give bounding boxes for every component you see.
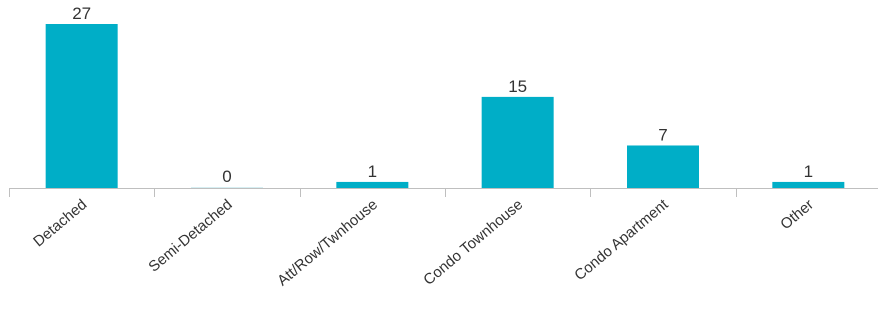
x-tick-label: Att/Row/Twnhouse <box>274 196 381 289</box>
bar-other <box>772 181 845 188</box>
data-label: 1 <box>804 162 813 181</box>
data-label: 0 <box>222 167 231 186</box>
bar-condo-apartment <box>627 145 699 188</box>
x-axis-ticks <box>9 188 737 197</box>
data-label: 7 <box>658 125 667 144</box>
x-tick-label: Detached <box>30 196 90 250</box>
bar-detached <box>45 24 118 188</box>
bar-condo-townhouse <box>481 96 554 188</box>
bar-semi-detached <box>191 187 263 188</box>
data-label: 27 <box>72 4 91 23</box>
x-tick-label: Semi-Detached <box>145 196 235 275</box>
x-tick-label: Other <box>777 196 817 233</box>
x-tick-label: Condo Townhouse <box>420 196 526 289</box>
data-label: 15 <box>508 77 527 96</box>
x-tick-label: Condo Apartment <box>571 196 672 285</box>
x-tick-labels-group: Detached Semi-Detached Att/Row/Twnhouse Con… <box>30 196 817 290</box>
data-label: 1 <box>368 162 377 181</box>
data-labels-group: 27 0 1 15 7 1 <box>72 4 813 186</box>
bar-att-row-twnhouse <box>336 181 409 188</box>
bars-group <box>45 24 845 188</box>
